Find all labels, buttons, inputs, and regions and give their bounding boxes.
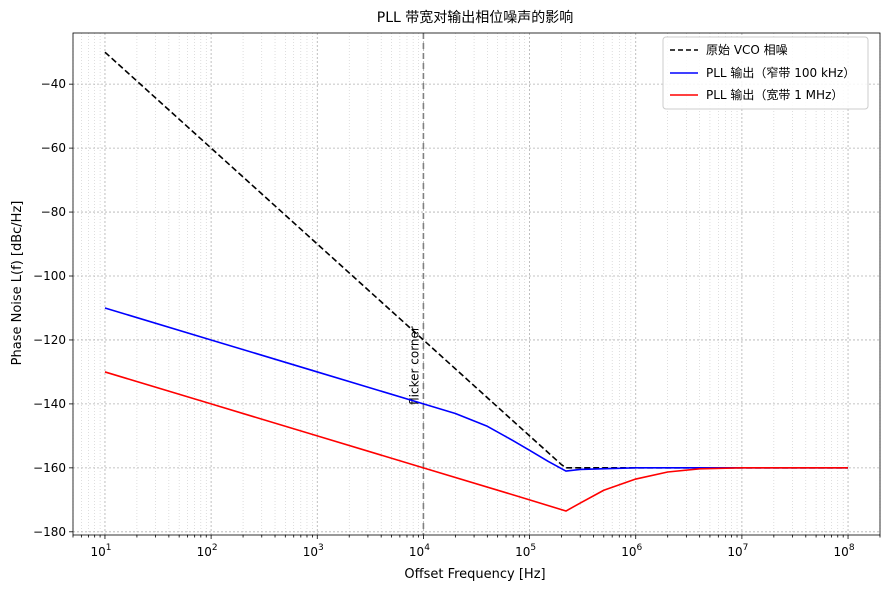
y-tick-label: −120 [33,333,66,347]
axis-ticks: 101 102 103 104 105 106 107 108 −40 −60 −80 −100 −12… [33,77,881,559]
y-tick-label: −100 [33,269,66,283]
x-axis-label: Offset Frequency [Hz] [404,567,545,582]
chart-title: PLL 带宽对输出相位噪声的影响 [377,9,574,26]
y-tick-label: −160 [33,461,66,475]
legend-frame [662,36,869,110]
x-tick-label: 105 [515,543,536,559]
x-tick-label: 107 [727,543,748,559]
legend: 原始 VCO 相噪 PLL 输出（窄带 100 kHz） PLL 输出（宽带 1… [662,36,869,110]
flicker-corner-label: flicker corner [407,326,421,405]
legend-label-vco: 原始 VCO 相噪 [706,43,788,57]
y-tick-label: −40 [41,77,66,91]
series-line-2 [104,371,849,512]
legend-label-wide: PLL 输出（宽带 1 MHz） [706,87,843,102]
y-tick-label: −80 [41,205,66,219]
plot-frame [72,32,881,536]
legend-label-narrow: PLL 输出（窄带 100 kHz） [706,65,855,80]
x-tick-label: 106 [621,543,642,559]
y-tick-label: −140 [33,397,66,411]
series-line-1 [104,307,849,472]
y-tick-label: −60 [41,141,66,155]
y-axis-label: Phase Noise L(f) [dBc/Hz] [10,201,25,366]
x-tick-label: 101 [90,543,111,559]
series-layer [104,51,849,512]
x-tick-label: 103 [303,543,324,559]
y-tick-label: −180 [33,525,66,539]
x-tick-label: 102 [197,543,218,559]
x-tick-label: 108 [834,543,855,559]
annotation-layer: flicker corner [407,33,425,535]
x-tick-label: 104 [409,543,430,559]
